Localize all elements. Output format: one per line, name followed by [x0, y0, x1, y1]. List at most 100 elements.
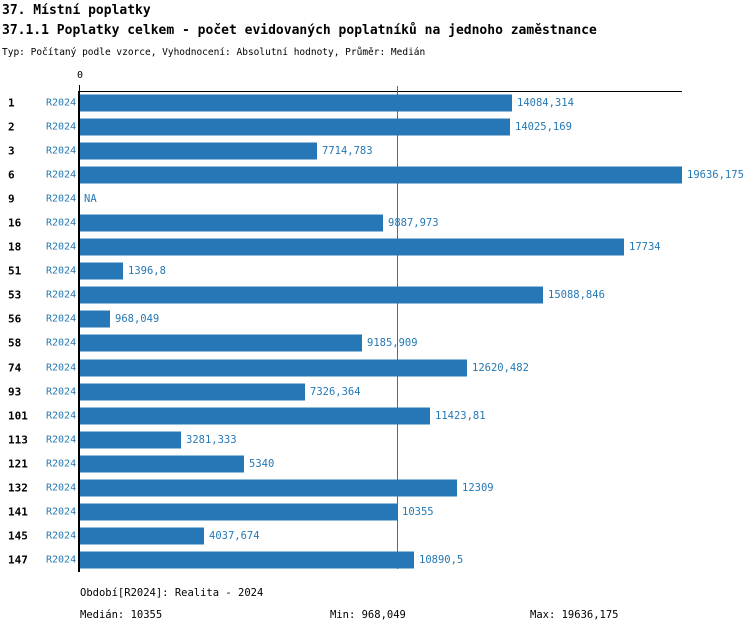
- row-number: 132: [8, 481, 28, 495]
- bar: [80, 310, 110, 328]
- bar: [80, 359, 467, 377]
- row-period-label: R2024: [46, 386, 77, 398]
- bar-row-2: 2 R2024 14025,169: [0, 115, 750, 139]
- bar: [80, 238, 624, 256]
- bar-value-label: 1396,8: [128, 265, 166, 278]
- bar: [80, 118, 510, 136]
- row-number: 58: [8, 336, 22, 350]
- bar-value-label: 10355: [402, 505, 434, 518]
- bar-value-label: 9185,909: [367, 337, 418, 350]
- row-period-label: R2024: [46, 241, 77, 253]
- bar-row-101: 101 R2024 11423,81: [0, 404, 750, 428]
- row-period-label: R2024: [46, 410, 77, 422]
- bar-row-113: 113 R2024 3281,333: [0, 428, 750, 452]
- bar: [80, 142, 317, 160]
- bar: [80, 431, 181, 449]
- footer-period-info: Období[R2024]: Realita - 2024: [80, 587, 264, 599]
- bar-row-53: 53 R2024 15088,846: [0, 283, 750, 307]
- bar-row-18: 18 R2024 17734: [0, 235, 750, 259]
- report-title: 37. Místní poplatky: [2, 3, 151, 18]
- row-number: 2: [8, 120, 15, 134]
- bar-row-74: 74 R2024 12620,482: [0, 356, 750, 380]
- bar-value-label: 11423,81: [435, 409, 486, 422]
- row-period-label: R2024: [46, 193, 77, 205]
- bar-value-label: 14025,169: [515, 121, 572, 134]
- x-axis-zero-tick-label: 0: [76, 70, 84, 81]
- row-number: 101: [8, 409, 28, 423]
- bar: [80, 455, 244, 473]
- bar-value-label: 19636,175: [687, 169, 744, 182]
- footer-min: Min: 968,049: [330, 609, 406, 621]
- chart-meta: Typ: Počítaný podle vzorce, Vyhodnocení:…: [2, 47, 426, 58]
- bar-row-93: 93 R2024 7326,364: [0, 380, 750, 404]
- bar-value-label: 14084,314: [517, 97, 574, 110]
- row-number: 121: [8, 457, 28, 471]
- row-number: 93: [8, 385, 22, 399]
- footer-max: Max: 19636,175: [530, 609, 619, 621]
- y-axis-line: [78, 91, 80, 572]
- bar: [80, 503, 397, 521]
- footer-median: Medián: 10355: [80, 609, 163, 621]
- bar: [80, 214, 383, 232]
- row-period-label: R2024: [46, 458, 77, 470]
- bar-row-121: 121 R2024 5340: [0, 452, 750, 476]
- row-period-label: R2024: [46, 121, 77, 133]
- bar: [80, 479, 457, 497]
- bar-value-label: 7326,364: [310, 385, 361, 398]
- bar: [80, 166, 682, 184]
- row-period-label: R2024: [46, 530, 77, 542]
- bar-value-label: 12309: [462, 481, 494, 494]
- row-number: 18: [8, 240, 22, 254]
- x-axis-zero-tick: [79, 85, 80, 91]
- bar-value-label: 4037,674: [209, 529, 260, 542]
- row-number: 51: [8, 264, 22, 278]
- row-number: 53: [8, 288, 22, 302]
- bar: [80, 286, 543, 304]
- plot-top-border: [78, 91, 682, 92]
- bar-row-16: 16 R2024 9887,973: [0, 211, 750, 235]
- bar-row-145: 145 R2024 4037,674: [0, 524, 750, 548]
- chart-title: 37.1.1 Poplatky celkem - počet evidovaný…: [2, 23, 597, 38]
- bar-value-label: 3281,333: [186, 433, 237, 446]
- bar-row-141: 141 R2024 10355: [0, 500, 750, 524]
- bar: [80, 527, 204, 545]
- row-number: 1: [8, 96, 15, 110]
- row-number: 147: [8, 553, 28, 567]
- bar-value-label: 15088,846: [548, 289, 605, 302]
- row-number: 74: [8, 361, 22, 375]
- row-number: 3: [8, 144, 15, 158]
- bar: [80, 383, 305, 401]
- bar: [80, 407, 430, 425]
- row-period-label: R2024: [46, 169, 77, 181]
- row-period-label: R2024: [46, 337, 77, 349]
- bar-value-label: 12620,482: [472, 361, 529, 374]
- bar: [80, 551, 414, 569]
- row-number: 113: [8, 433, 28, 447]
- row-period-label: R2024: [46, 97, 77, 109]
- bar-value-label: 17734: [629, 241, 661, 254]
- bar-value-label: 10890,5: [419, 553, 464, 566]
- bar-row-56: 56 R2024 968,049: [0, 307, 750, 331]
- median-line: [397, 86, 398, 569]
- bar-row-147: 147 R2024 10890,5: [0, 548, 750, 572]
- row-number: 6: [8, 168, 15, 182]
- row-number: 141: [8, 505, 28, 519]
- bar-row-58: 58 R2024 9185,909: [0, 331, 750, 355]
- na-label: NA: [84, 193, 97, 206]
- row-period-label: R2024: [46, 289, 77, 301]
- row-period-label: R2024: [46, 265, 77, 277]
- row-period-label: R2024: [46, 506, 77, 518]
- row-number: 16: [8, 216, 22, 230]
- bar-row-51: 51 R2024 1396,8: [0, 259, 750, 283]
- row-number: 56: [8, 312, 22, 326]
- bar-row-132: 132 R2024 12309: [0, 476, 750, 500]
- bar: [80, 334, 362, 352]
- bar: [80, 94, 512, 112]
- bar-value-label: 968,049: [115, 313, 160, 326]
- row-period-label: R2024: [46, 313, 77, 325]
- bar-value-label: 9887,973: [388, 217, 439, 230]
- bar-row-1: 1 R2024 14084,314: [0, 91, 750, 115]
- row-period-label: R2024: [46, 434, 77, 446]
- row-period-label: R2024: [46, 482, 77, 494]
- row-period-label: R2024: [46, 554, 77, 566]
